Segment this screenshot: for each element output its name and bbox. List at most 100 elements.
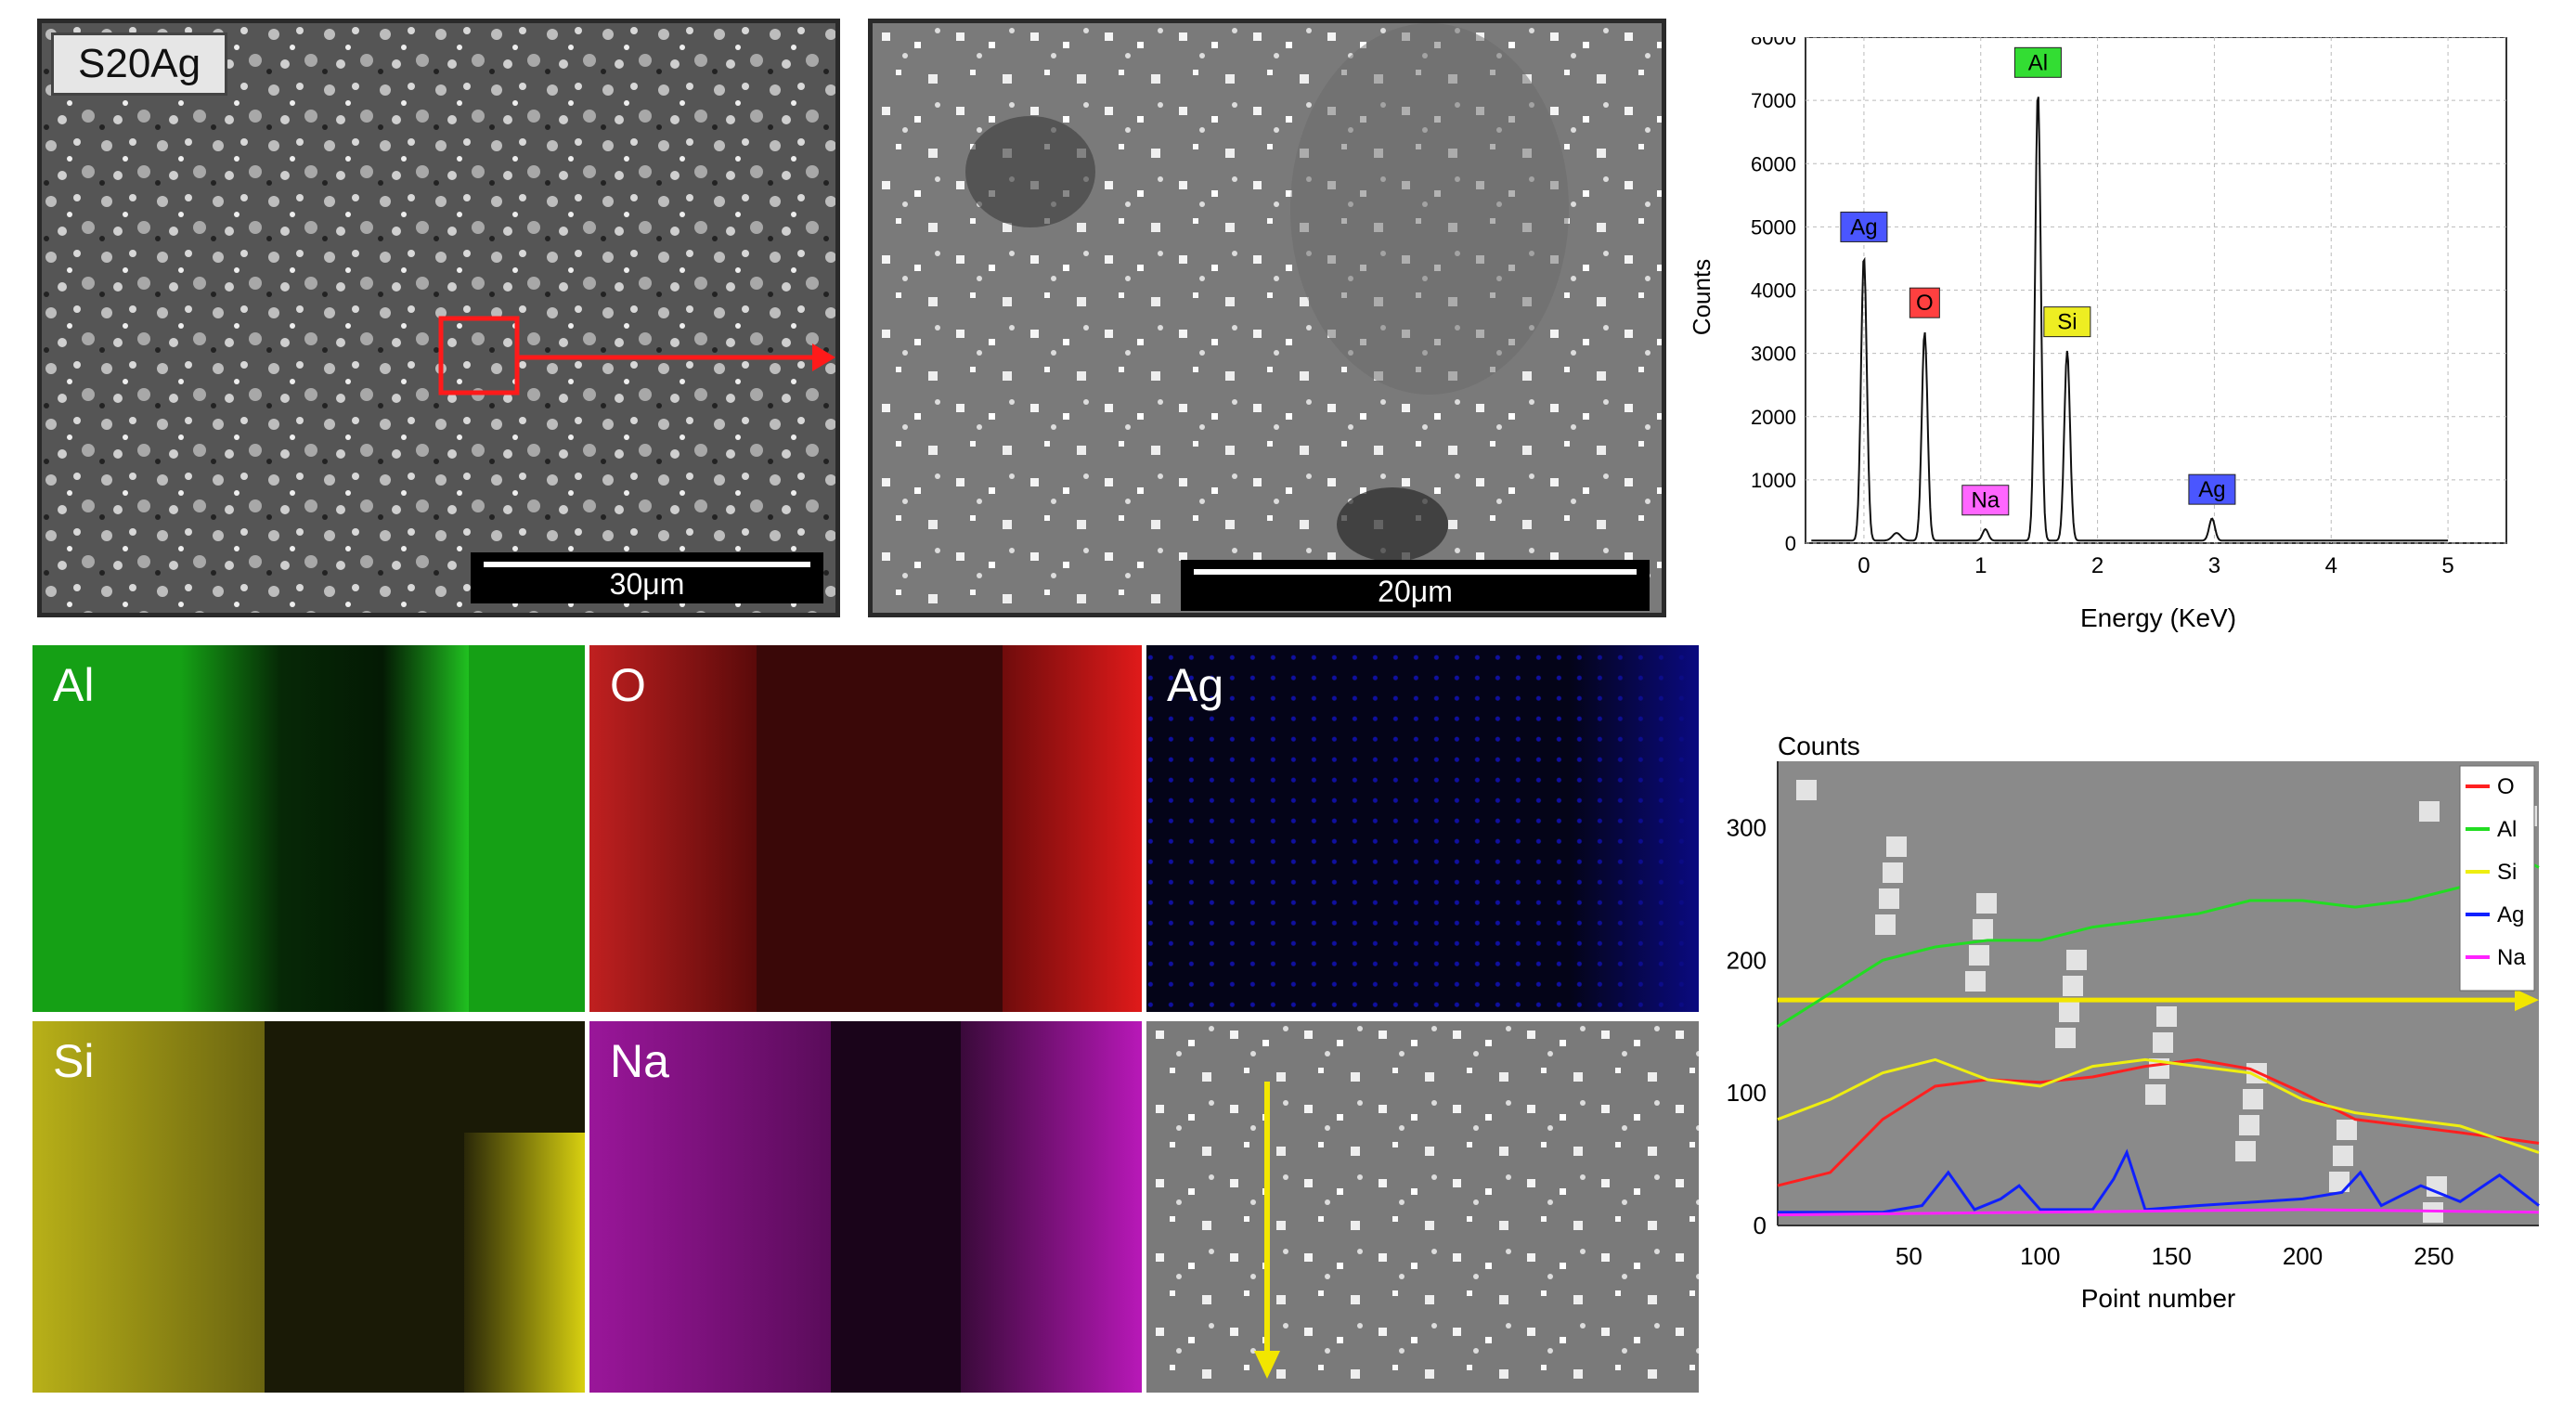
linescan-particle [1973, 919, 1993, 940]
map-ag: Ag [1146, 645, 1699, 1012]
linescan-svg: Counts Point number 50 100 150 200 250 0 100 20… [1727, 732, 2540, 1313]
sem-overview-image: S20Ag 30μm [37, 19, 840, 617]
linescan-legend-label: O [2497, 774, 2515, 799]
linescan-particle [1796, 780, 1817, 800]
map-al-label: Al [53, 659, 95, 711]
linescan-legend-label: Si [2497, 860, 2517, 885]
eds-ytick-label: 3000 [1751, 343, 1796, 366]
eds-xtick-label: 1 [1974, 553, 1987, 578]
map-ag-label: Ag [1167, 659, 1224, 711]
linescan-particle [2243, 1089, 2263, 1109]
map-si: Si [32, 1021, 585, 1393]
eds-spectrum-line [1811, 97, 2449, 542]
map-na: Na [589, 1021, 1142, 1393]
linescan-legend-label: Ag [2497, 902, 2524, 927]
linescan-ytick-label: 0 [1754, 1212, 1767, 1239]
eds-ytick-label: 0 [1785, 532, 1796, 555]
eds-spectrum-chart: Counts Energy (KeV) 0 1 2 3 4 5 0 1000 2000 3000 4… [1689, 37, 2557, 650]
scale-bar-zoom: 20μm [1181, 560, 1650, 611]
eds-ytick-label: 7000 [1751, 89, 1796, 112]
linescan-particle [2419, 801, 2440, 822]
scale-bar-overview: 30μm [471, 552, 823, 603]
linescan-particle [2066, 950, 2087, 970]
eds-ytick-label: 1000 [1751, 469, 1796, 492]
eds-spectrum-svg: Counts Energy (KeV) 0 1 2 3 4 5 0 1000 2000 3000 4… [1689, 37, 2507, 632]
linescan-series-ag [1778, 1148, 2540, 1214]
eds-xtick-label: 5 [2441, 553, 2453, 578]
sem-overview-texture [42, 23, 835, 613]
linescan-particle [2333, 1146, 2353, 1166]
eds-ylabel: Counts [1689, 259, 1715, 335]
linescan-particle [1969, 945, 1989, 966]
linescan-particle [1883, 862, 1903, 883]
linescan-xtick-label: 150 [2151, 1242, 2191, 1270]
eds-peak-label: Na [1971, 488, 2000, 513]
sample-label: S20Ag [51, 32, 228, 96]
eds-peak-label: O [1916, 291, 1934, 316]
scale-bar-overview-label: 30μm [609, 567, 685, 601]
eds-ytick-label: 8000 [1751, 37, 1796, 49]
eds-peak-tag [1840, 211, 1888, 242]
linescan-particle [2329, 1172, 2349, 1192]
map-na-label: Na [610, 1035, 669, 1087]
linescan-background-image [1778, 761, 2539, 1225]
map-sem-linescan [1146, 1021, 1699, 1393]
eds-ytick-label: 5000 [1751, 215, 1796, 239]
linescan-series-al [1777, 852, 2540, 1028]
linescan-particle [2145, 1084, 2166, 1105]
eds-peak-label: Ag [2198, 477, 2225, 502]
eds-xtick-label: 0 [1858, 553, 1870, 578]
sem-zoom-image: 20μm [868, 19, 1666, 617]
map-sem-linescan-texture [1146, 1021, 1699, 1393]
linescan-legend-label: Na [2497, 945, 2526, 970]
linescan-xlabel: Point number [2081, 1284, 2236, 1313]
eds-xtick-label: 2 [2091, 553, 2104, 578]
sem-zoom-texture [873, 23, 1662, 613]
linescan-particle [2427, 1176, 2447, 1197]
linescan-series-si [1777, 1057, 2540, 1154]
linescan-series-o [1777, 1057, 2540, 1187]
eds-ytick-label: 2000 [1751, 406, 1796, 429]
linescan-particle [2063, 976, 2083, 996]
eds-xtick-label: 3 [2208, 553, 2220, 578]
linescan-series-na [1777, 1208, 2540, 1217]
eds-peak-tag [2013, 46, 2062, 78]
linescan-xtick-label: 100 [2020, 1242, 2060, 1270]
eds-peak-label: Al [2028, 50, 2048, 75]
linescan-particle [2059, 1002, 2079, 1022]
linescan-ytick-label: 100 [1727, 1079, 1767, 1107]
scale-bar-zoom-label: 20μm [1378, 575, 1453, 608]
linescan-xtick-label: 250 [2414, 1242, 2453, 1270]
linescan-particle [1875, 914, 1896, 935]
linescan-particle [2055, 1028, 2076, 1048]
linescan-particle [1879, 888, 1899, 909]
eds-xtick-label: 4 [2325, 553, 2337, 578]
linescan-chart: Counts Point number 50 100 150 200 250 0 100 20… [1703, 724, 2557, 1323]
eds-peak-label: Si [2057, 310, 2077, 335]
eds-ytick-label: 6000 [1751, 152, 1796, 175]
map-al: Al [32, 645, 585, 1012]
linescan-particle [2337, 1120, 2357, 1140]
linescan-ytick-label: 200 [1727, 946, 1767, 974]
eds-xlabel: Energy (KeV) [2080, 603, 2236, 632]
linescan-particle [2235, 1141, 2256, 1161]
linescan-ytick-label: 300 [1727, 813, 1767, 841]
linescan-xtick-label: 50 [1896, 1242, 1922, 1270]
eds-peak-tag [1961, 485, 2010, 516]
linescan-ylabel: Counts [1778, 732, 1860, 760]
eds-peak-tag [2188, 473, 2236, 505]
eds-peak-label: Ag [1850, 214, 1877, 240]
map-o: O [589, 645, 1142, 1012]
linescan-particle [2423, 1202, 2443, 1223]
linescan-particle [2153, 1032, 2173, 1053]
linescan-particle [1886, 836, 1907, 857]
linescan-xtick-label: 200 [2283, 1242, 2323, 1270]
linescan-particle [1965, 971, 1986, 992]
linescan-arrowhead [2515, 989, 2539, 1012]
map-si-label: Si [53, 1035, 95, 1087]
map-o-label: O [610, 659, 646, 711]
linescan-particle [2239, 1115, 2259, 1135]
linescan-particle [1976, 893, 1997, 914]
eds-peak-tag [1909, 287, 1940, 318]
linescan-particle [2156, 1006, 2177, 1027]
